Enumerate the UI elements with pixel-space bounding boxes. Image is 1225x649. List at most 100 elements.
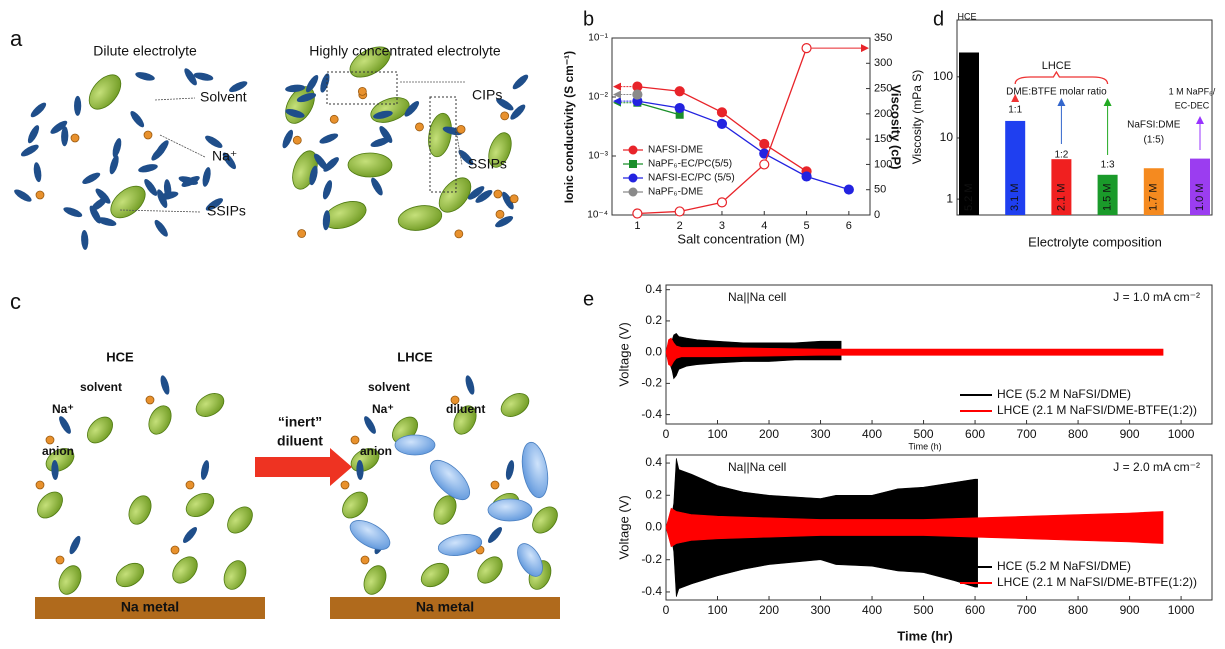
- x-tick-label: 4: [761, 220, 767, 232]
- anion: [477, 556, 503, 584]
- anion: [185, 492, 215, 518]
- marker: [716, 107, 728, 118]
- x-tick-label: 600: [965, 603, 985, 617]
- x-tick-label: 100: [707, 603, 727, 617]
- solvent-molecule: [96, 217, 117, 226]
- label: Solvent: [200, 89, 247, 105]
- x-tick-label: 3: [719, 220, 725, 232]
- sodium-ion: [450, 395, 460, 405]
- annotation: LHCE: [1042, 60, 1071, 72]
- y2-tick-label: 100: [874, 158, 892, 170]
- solvent-molecule: [322, 210, 331, 231]
- marker: [759, 138, 770, 150]
- x-tick-label: 200: [759, 603, 779, 617]
- anion: [342, 491, 368, 519]
- bar-label: 5.2 M: [963, 183, 975, 211]
- solvent-molecule: [296, 93, 317, 103]
- annotation: 1:2: [1054, 150, 1068, 161]
- solvent-molecule: [229, 81, 248, 93]
- legend-label: LHCE (2.1 M NaFSI/DME-BTFE(1:2)): [997, 403, 1197, 417]
- x-axis-title: Salt concentration (M): [677, 231, 804, 246]
- anion: [172, 556, 198, 584]
- legend-marker: [629, 160, 637, 168]
- solvent-molecule: [50, 120, 68, 134]
- bar-label: 1.0 M: [1194, 183, 1206, 211]
- y-tick-label: 0.0: [645, 520, 662, 534]
- diluent-molecule: [437, 534, 483, 556]
- legend-label: NaPF₆-EC/PC(5/5): [648, 159, 732, 170]
- solvent-molecule: [130, 111, 145, 128]
- annotation: J = 1.0 mA cm⁻²: [1113, 290, 1200, 304]
- marker: [759, 159, 770, 170]
- anion: [88, 74, 122, 110]
- panel-label: b: [583, 8, 594, 30]
- x-tick-label: 900: [1120, 603, 1140, 617]
- solvent-molecule: [33, 162, 42, 183]
- solvent-molecule: [14, 189, 32, 202]
- y-tick-label: 10⁻²: [588, 92, 608, 103]
- anion: [438, 177, 472, 213]
- marker: [716, 197, 728, 208]
- sodium-ion: [55, 555, 65, 565]
- anion: [397, 205, 443, 231]
- solvent-molecule: [496, 98, 514, 111]
- label: Highly concentrated electrolyte: [309, 43, 501, 59]
- anion: [347, 152, 393, 178]
- legend-label: NAFSI-EC/PC (5/5): [648, 173, 735, 184]
- x-tick-label: 700: [1017, 603, 1037, 617]
- sodium-ion: [292, 135, 302, 145]
- anion: [58, 565, 82, 595]
- axis-title: Viscosity (mPa S): [910, 70, 924, 164]
- y-tick-label: 100: [933, 69, 953, 83]
- label: anion: [360, 444, 392, 458]
- marker: [674, 206, 685, 217]
- solvent-molecule: [502, 191, 514, 210]
- axis-title: Ionic conductivity (S cm⁻¹): [562, 51, 576, 203]
- pointer: [159, 134, 206, 158]
- label: CIPs: [472, 87, 502, 103]
- label: SSIPs: [207, 203, 246, 219]
- solvent-molecule: [282, 129, 294, 149]
- marker: [801, 43, 812, 54]
- label: Na metal: [121, 599, 179, 615]
- solvent-molecule: [505, 460, 515, 480]
- legend-marker: [628, 145, 638, 155]
- legend-marker: [628, 173, 638, 183]
- solvent-molecule: [458, 149, 474, 166]
- annotation: Na||Na cell: [728, 460, 786, 474]
- pointer: [455, 129, 463, 166]
- marker: [843, 184, 854, 195]
- label: Dilute electrolyte: [93, 43, 197, 59]
- x-tick-label: 400: [862, 603, 882, 617]
- diluent-molecule: [487, 498, 533, 522]
- legend-label: LHCE (2.1 M NaFSI/DME-BTFE(1:2)): [997, 575, 1197, 589]
- x-tick-label: 100: [707, 427, 727, 441]
- bar: [1097, 174, 1118, 215]
- annotation: J = 2.0 mA cm⁻²: [1113, 460, 1200, 474]
- solvent-molecule: [364, 416, 376, 434]
- x-tick-label: 700: [1017, 427, 1037, 441]
- solvent-molecule: [109, 155, 119, 175]
- legend-label: NaPF₆-DME: [648, 187, 703, 198]
- y-tick-label: 0.0: [645, 344, 662, 358]
- y2-tick-label: 150: [874, 133, 892, 145]
- sodium-ion: [360, 555, 370, 565]
- x-tick-label: 500: [914, 603, 934, 617]
- marker: [632, 208, 643, 219]
- bar: [1051, 159, 1072, 215]
- solvent-molecule: [178, 176, 198, 185]
- annotation: 1:3: [1101, 160, 1115, 171]
- solvent-molecule: [465, 375, 475, 395]
- solvent-molecule: [135, 72, 155, 81]
- diluent-molecule: [521, 441, 549, 499]
- bar-label: 2.1 M: [1055, 183, 1067, 211]
- label: diluent: [446, 402, 485, 416]
- anion: [420, 562, 450, 588]
- diluent-molecule: [517, 543, 543, 577]
- label: diluent: [277, 433, 323, 449]
- bar-label: 1.7 M: [1148, 183, 1160, 211]
- bar: [1005, 120, 1026, 215]
- axis-title: Voltage (V): [616, 495, 631, 559]
- solvent-molecule: [74, 95, 82, 116]
